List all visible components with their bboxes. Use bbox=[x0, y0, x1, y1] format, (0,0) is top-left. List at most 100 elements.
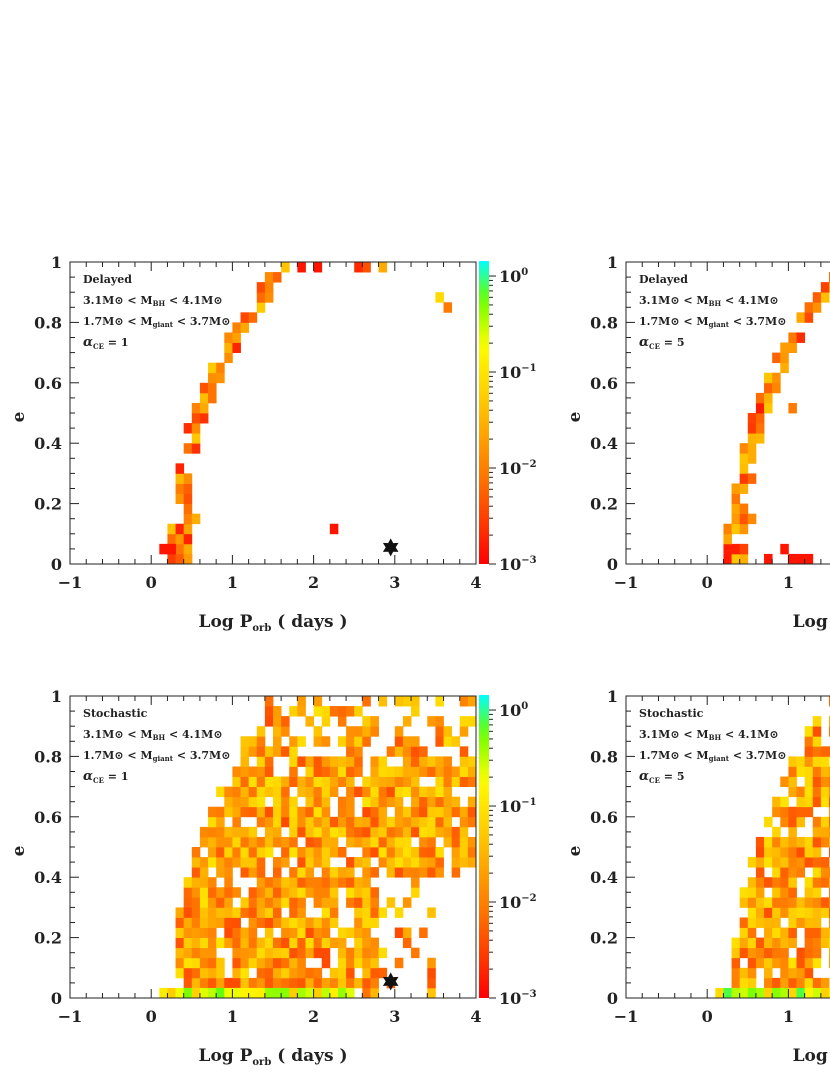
heatmap-cell bbox=[289, 877, 298, 888]
heatmap-cell bbox=[747, 473, 757, 484]
heatmap-cell bbox=[370, 726, 379, 737]
heatmap-cell bbox=[216, 857, 225, 868]
heatmap-cell bbox=[175, 473, 185, 484]
heatmap-cell bbox=[780, 362, 789, 374]
heatmap-cell bbox=[362, 867, 371, 878]
heatmap-cell bbox=[224, 907, 233, 918]
x-tick-label: 2 bbox=[308, 1007, 319, 1026]
heatmap-cell bbox=[804, 796, 814, 808]
heatmap-cell bbox=[199, 907, 209, 918]
heatmap-cell bbox=[788, 977, 797, 989]
heatmap-cell bbox=[337, 736, 347, 747]
heatmap-cell bbox=[820, 987, 830, 999]
heatmap-cell bbox=[780, 887, 789, 898]
heatmap-cell bbox=[467, 696, 477, 707]
heatmap-cell bbox=[459, 806, 469, 818]
heatmap-cell bbox=[772, 382, 781, 394]
heatmap-cell bbox=[240, 746, 250, 757]
heatmap-cell bbox=[804, 726, 814, 737]
heatmap-cell bbox=[354, 877, 363, 888]
heatmap-cell bbox=[305, 776, 314, 787]
heatmap-cell bbox=[419, 786, 428, 798]
y-tick-label: 0 bbox=[51, 989, 62, 1008]
heatmap-cell bbox=[796, 786, 806, 798]
heatmap-cell bbox=[812, 816, 822, 828]
heatmap-cell bbox=[329, 897, 339, 908]
heatmap-cell bbox=[183, 473, 193, 484]
heatmap-cell bbox=[232, 332, 241, 343]
heatmap-cell bbox=[378, 907, 388, 918]
heatmap-cell bbox=[755, 402, 765, 414]
heatmap-cell bbox=[370, 987, 379, 999]
heatmap-cell bbox=[297, 857, 306, 868]
heatmap-cell bbox=[313, 987, 323, 999]
heatmap-cell bbox=[731, 947, 741, 959]
heatmap-cell bbox=[305, 756, 314, 767]
heatmap-cell bbox=[812, 907, 822, 918]
heatmap-cell bbox=[780, 987, 789, 999]
heatmap-cell bbox=[386, 867, 396, 878]
annotation-alpha: αCE = 5 bbox=[639, 769, 684, 785]
heatmap-cell bbox=[248, 907, 258, 918]
heatmap-cell bbox=[346, 927, 355, 938]
heatmap-cell bbox=[208, 382, 217, 394]
heatmap-cell bbox=[216, 957, 225, 969]
heatmap-cell bbox=[812, 756, 822, 767]
heatmap-cell bbox=[240, 957, 250, 969]
heatmap-cell bbox=[256, 282, 266, 293]
heatmap-cell bbox=[216, 362, 225, 374]
heatmap-cell bbox=[772, 372, 781, 384]
heatmap-cell bbox=[232, 957, 241, 969]
heatmap-cell bbox=[273, 806, 282, 818]
heatmap-cell bbox=[199, 836, 209, 848]
heatmap-cell bbox=[812, 917, 822, 928]
heatmap-cell bbox=[764, 392, 773, 404]
heatmap-cell bbox=[224, 977, 233, 989]
heatmap-cell bbox=[419, 756, 428, 767]
heatmap-cell bbox=[467, 816, 477, 828]
heatmap-cell bbox=[216, 907, 225, 918]
y-tick-label: 0 bbox=[51, 555, 62, 574]
heatmap-cell bbox=[321, 786, 331, 798]
plot-frame bbox=[625, 261, 830, 565]
heatmap-cell bbox=[804, 312, 814, 323]
heatmap-cell bbox=[804, 957, 814, 969]
heatmap-cell bbox=[289, 917, 298, 928]
heatmap-cell bbox=[755, 907, 765, 918]
heatmap-cell bbox=[289, 907, 298, 918]
heatmap-cell bbox=[812, 877, 822, 888]
heatmap-cell bbox=[402, 937, 412, 949]
heatmap-cell bbox=[224, 857, 233, 868]
heatmap-cell bbox=[820, 836, 830, 848]
heatmap-cell bbox=[208, 826, 217, 838]
heatmap-cell bbox=[337, 766, 347, 777]
heatmap-cell bbox=[378, 262, 388, 273]
heatmap-cell bbox=[248, 796, 258, 808]
heatmap-cell bbox=[264, 816, 274, 828]
heatmap-cell bbox=[175, 967, 185, 979]
heatmap-cell bbox=[183, 967, 193, 979]
heatmap-cell bbox=[788, 917, 797, 928]
heatmap-cell bbox=[747, 433, 757, 444]
heatmap-cell bbox=[354, 756, 363, 767]
heatmap-cell bbox=[289, 987, 298, 999]
heatmap-cell bbox=[451, 857, 461, 868]
heatmap-cell bbox=[386, 836, 396, 848]
heatmap-cell bbox=[248, 736, 258, 747]
heatmap-cell bbox=[216, 806, 225, 818]
heatmap-cell bbox=[419, 746, 428, 757]
heatmap-cell bbox=[256, 857, 266, 868]
heatmap-cell bbox=[273, 836, 282, 848]
heatmap-cell bbox=[731, 957, 741, 969]
heatmap-cell bbox=[321, 796, 331, 808]
y-tick-label: 1 bbox=[51, 687, 62, 706]
heatmap-cell bbox=[159, 543, 168, 555]
heatmap-cell bbox=[224, 786, 233, 798]
annotation-giant-mass: 1.7M⊙ < Mgiant < 3.7M⊙ bbox=[83, 315, 230, 329]
heatmap-cell bbox=[240, 937, 250, 949]
heatmap-cell bbox=[788, 756, 797, 767]
heatmap-cell bbox=[256, 957, 266, 969]
heatmap-cell bbox=[812, 826, 822, 838]
heatmap-cell bbox=[804, 857, 814, 868]
